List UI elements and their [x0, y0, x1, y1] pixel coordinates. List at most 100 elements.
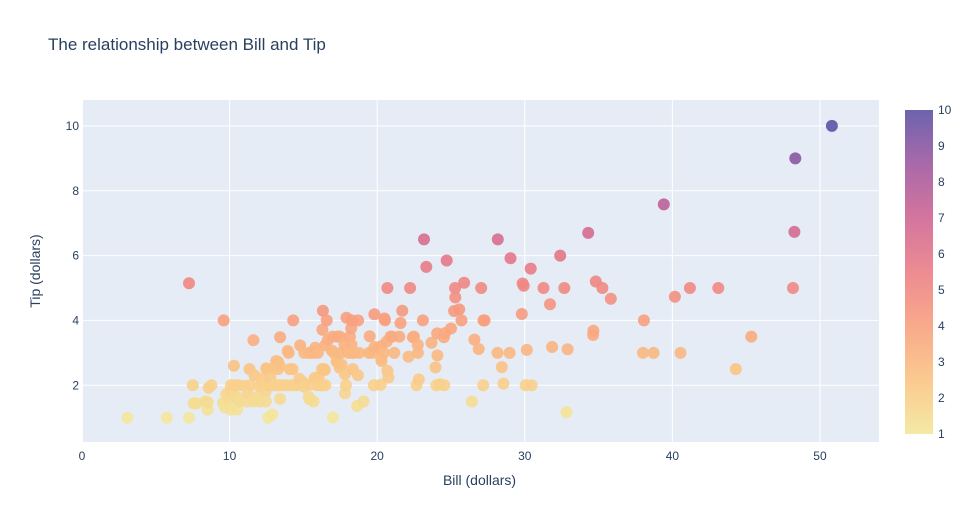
data-point[interactable] [274, 331, 287, 344]
data-point[interactable] [515, 308, 528, 320]
data-point[interactable] [374, 378, 387, 391]
data-point[interactable] [429, 361, 442, 374]
data-point[interactable] [825, 119, 838, 132]
data-point[interactable] [340, 379, 352, 392]
data-point[interactable] [183, 277, 195, 290]
data-point[interactable] [266, 408, 279, 421]
data-point[interactable] [554, 249, 567, 262]
data-point[interactable] [319, 379, 332, 392]
data-point[interactable] [186, 379, 199, 392]
data-point[interactable] [546, 341, 559, 353]
data-point[interactable] [379, 314, 391, 327]
data-point[interactable] [326, 411, 339, 424]
data-point[interactable] [381, 282, 394, 294]
data-point[interactable] [524, 262, 537, 275]
data-point[interactable] [449, 291, 462, 304]
data-point[interactable] [377, 346, 390, 359]
data-point[interactable] [418, 233, 430, 246]
data-point[interactable] [491, 233, 504, 246]
data-point[interactable] [351, 369, 364, 382]
data-point[interactable] [287, 314, 300, 327]
data-point[interactable] [388, 346, 401, 359]
data-point[interactable] [582, 226, 595, 239]
data-point[interactable] [637, 346, 649, 359]
data-point[interactable] [318, 364, 331, 376]
data-point[interactable] [438, 379, 451, 392]
data-point[interactable] [352, 314, 365, 327]
data-point[interactable] [382, 371, 395, 384]
data-point[interactable] [668, 290, 681, 303]
data-point[interactable] [465, 395, 478, 408]
data-point[interactable] [475, 282, 488, 294]
data-point[interactable] [274, 392, 287, 405]
data-point[interactable] [745, 330, 758, 343]
data-point[interactable] [227, 359, 240, 372]
data-point[interactable] [244, 379, 256, 392]
data-point[interactable] [368, 308, 381, 321]
data-point[interactable] [495, 361, 508, 374]
data-point[interactable] [674, 346, 687, 359]
data-point[interactable] [363, 330, 376, 343]
data-point[interactable] [183, 411, 195, 424]
data-point[interactable] [458, 276, 471, 289]
data-point[interactable] [504, 252, 517, 265]
data-point[interactable] [544, 298, 556, 311]
data-point[interactable] [316, 323, 329, 336]
data-point[interactable] [412, 373, 425, 386]
data-point[interactable] [420, 260, 433, 273]
data-point[interactable] [712, 282, 725, 294]
data-point[interactable] [311, 346, 324, 359]
data-point[interactable] [273, 359, 286, 372]
data-point[interactable] [357, 395, 370, 408]
data-point[interactable] [286, 363, 299, 376]
data-point[interactable] [316, 304, 329, 317]
data-point[interactable] [247, 334, 260, 347]
data-point[interactable] [477, 379, 490, 392]
data-point[interactable] [520, 343, 533, 356]
data-point[interactable] [468, 333, 481, 346]
data-point[interactable] [657, 198, 670, 211]
data-point[interactable] [431, 349, 444, 362]
data-point[interactable] [517, 279, 530, 292]
data-point[interactable] [503, 346, 516, 359]
data-point[interactable] [683, 282, 696, 294]
data-point[interactable] [491, 346, 504, 359]
data-point[interactable] [307, 395, 320, 408]
data-point[interactable] [596, 282, 609, 294]
data-point[interactable] [201, 396, 214, 409]
data-point[interactable] [440, 254, 453, 267]
data-point[interactable] [425, 336, 438, 349]
data-point[interactable] [637, 314, 650, 327]
data-point[interactable] [404, 282, 417, 294]
data-point[interactable] [393, 330, 406, 343]
data-point[interactable] [455, 314, 468, 327]
data-point[interactable] [604, 292, 617, 305]
data-point[interactable] [190, 397, 203, 410]
data-point[interactable] [497, 377, 510, 390]
data-point[interactable] [259, 395, 272, 408]
data-point[interactable] [121, 411, 134, 424]
data-point[interactable] [396, 304, 409, 317]
data-point[interactable] [525, 379, 538, 392]
data-point[interactable] [449, 282, 462, 294]
data-point[interactable] [416, 314, 429, 327]
data-point[interactable] [335, 358, 348, 371]
data-point[interactable] [478, 314, 491, 327]
data-point[interactable] [217, 314, 230, 327]
data-point[interactable] [789, 152, 802, 165]
data-point[interactable] [394, 317, 407, 329]
data-point[interactable] [320, 314, 333, 327]
data-point[interactable] [537, 282, 550, 294]
data-point[interactable] [647, 346, 660, 359]
data-point[interactable] [160, 411, 173, 424]
data-point[interactable] [453, 303, 466, 316]
data-point[interactable] [558, 282, 571, 294]
data-point[interactable] [445, 322, 457, 335]
data-point[interactable] [282, 346, 295, 359]
data-point[interactable] [587, 324, 600, 337]
data-point[interactable] [729, 363, 742, 376]
data-point[interactable] [787, 282, 799, 294]
data-point[interactable] [561, 343, 574, 356]
data-point[interactable] [788, 225, 801, 238]
data-point[interactable] [560, 406, 573, 419]
